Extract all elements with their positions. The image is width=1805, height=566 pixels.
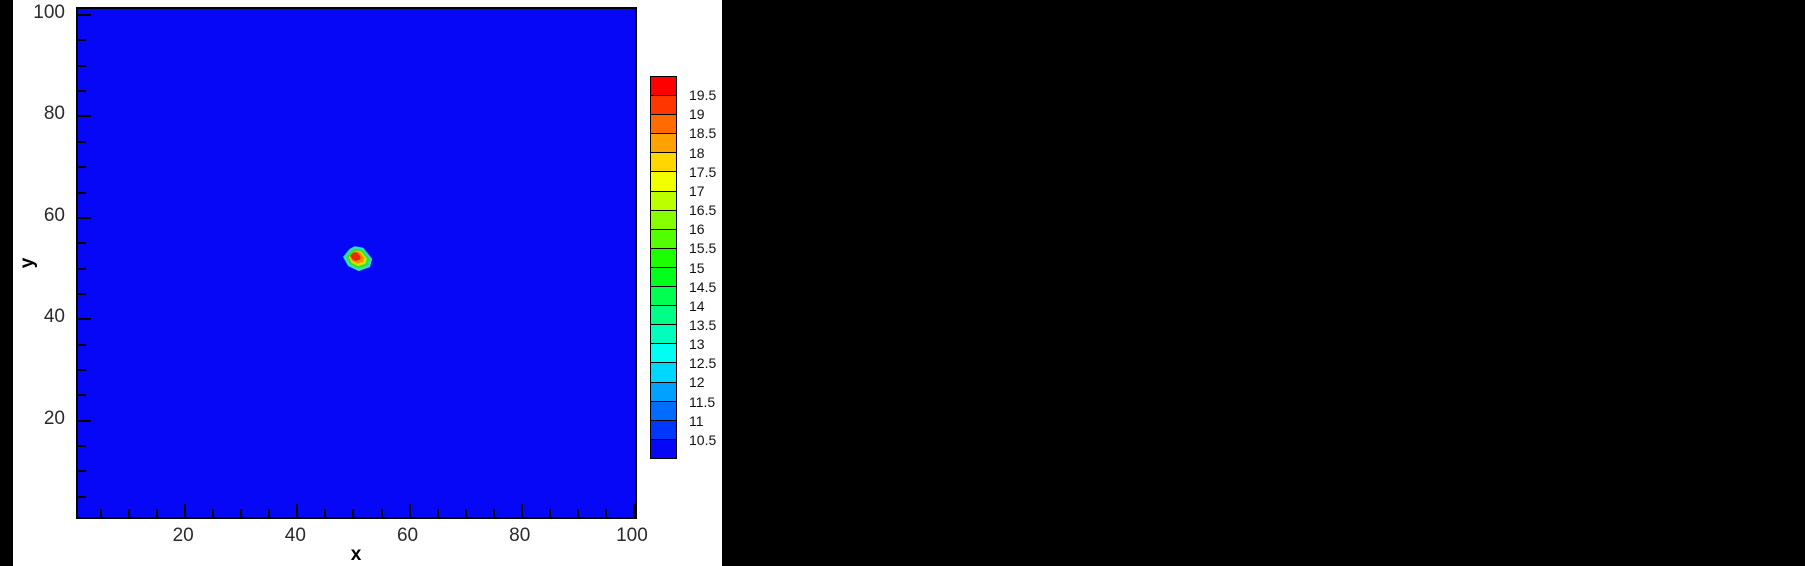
colorbar-tick-label: 12 — [689, 374, 705, 391]
colorbar-color-block — [651, 229, 676, 249]
y-axis-minor-tick — [78, 470, 86, 473]
colorbar-tick-label: 14.5 — [689, 278, 717, 295]
y-tick-label: 100 — [33, 2, 65, 24]
colorbar-color-block — [651, 134, 676, 154]
colorbar-tick-label: 11.5 — [689, 393, 716, 410]
contour-hotspot — [343, 246, 373, 272]
x-axis-major-tick — [296, 504, 299, 517]
y-axis-major-tick — [78, 115, 91, 118]
x-axis-major-tick — [632, 504, 635, 517]
y-axis-minor-tick — [78, 166, 86, 169]
colorbar-color-block — [651, 115, 676, 135]
colorbar-tick-label: 16.5 — [689, 202, 717, 219]
colorbar-color-block — [651, 401, 676, 421]
y-axis-major-tick — [78, 216, 91, 219]
colorbar-tick-label: 15.5 — [689, 240, 717, 257]
x-axis-minor-tick — [576, 509, 579, 517]
colorbar-color-block — [651, 287, 676, 307]
colorbar-color-block — [651, 439, 676, 458]
x-axis-minor-tick — [380, 509, 383, 517]
x-tick-label: 80 — [509, 525, 531, 546]
colorbar-tick-label: 15 — [689, 259, 705, 276]
colorbar-tick-label: 14 — [689, 297, 705, 314]
y-tick-label: 40 — [43, 306, 65, 328]
x-axis-minor-tick — [100, 509, 102, 517]
colorbar-tick-label: 19 — [689, 106, 705, 123]
x-axis-minor-tick — [128, 509, 131, 517]
colorbar-color-block — [651, 248, 676, 268]
y-axis-major-tick — [78, 318, 91, 321]
y-axis-minor-tick — [78, 64, 86, 67]
y-axis-minor-tick — [78, 394, 86, 397]
colorbar-color-block — [651, 96, 676, 116]
x-axis-major-tick — [184, 504, 187, 517]
y-axis-minor-tick — [78, 444, 86, 447]
colorbar-color-block — [651, 210, 676, 230]
colorbar-color-block — [651, 153, 676, 173]
colorbar-color-block — [651, 77, 676, 97]
colorbar-tick-label: 13.5 — [689, 316, 717, 333]
colorbar — [650, 76, 677, 459]
x-axis-minor-tick — [492, 509, 495, 517]
colorbar-color-block — [651, 420, 676, 440]
y-axis-minor-tick — [78, 140, 86, 143]
y-axis-major-tick — [78, 419, 91, 422]
y-tick-label: 20 — [43, 407, 65, 429]
hotspot-contour-ring — [350, 252, 361, 262]
colorbar-color-block — [651, 325, 676, 345]
colorbar-color-block — [651, 306, 676, 326]
colorbar-tick-label: 11 — [689, 412, 704, 429]
y-axis-minor-tick — [78, 267, 86, 270]
x-tick-label: 20 — [172, 525, 194, 546]
x-axis-major-tick — [520, 504, 523, 517]
colorbar-tick-label: 16 — [689, 221, 705, 238]
x-axis-minor-tick — [464, 509, 467, 517]
x-axis-minor-tick — [436, 509, 439, 517]
colorbar-tick-label: 19.5 — [689, 87, 717, 104]
x-axis-minor-tick — [548, 509, 551, 517]
colorbar-color-block — [651, 267, 676, 288]
colorbar-tick-label: 17 — [689, 182, 705, 199]
y-axis-minor-tick — [78, 242, 86, 245]
y-axis-minor-tick — [78, 191, 86, 194]
plot-area — [76, 7, 637, 519]
colorbar-tick-label: 18 — [689, 144, 705, 161]
x-axis-minor-tick — [604, 509, 607, 517]
colorbar-tick-label: 12.5 — [689, 355, 717, 372]
y-axis-minor-tick — [78, 39, 86, 42]
colorbar-tick-label: 10.5 — [689, 431, 717, 448]
y-axis-minor-tick — [78, 495, 86, 498]
colorbar-color-block — [651, 382, 676, 402]
y-tick-label: 60 — [43, 204, 65, 226]
y-axis-major-tick — [78, 14, 91, 17]
x-axis-major-tick — [408, 504, 411, 517]
y-axis-minor-tick — [78, 343, 86, 346]
x-tick-label: 100 — [616, 525, 648, 546]
colorbar-color-block — [651, 344, 676, 364]
y-axis-label: y — [17, 257, 38, 269]
y-axis-minor-tick — [78, 368, 86, 371]
x-tick-label: 60 — [396, 525, 419, 546]
x-axis-minor-tick — [268, 509, 271, 517]
y-tick-label: 80 — [43, 103, 65, 125]
colorbar-color-block — [651, 172, 676, 192]
x-axis-minor-tick — [156, 509, 159, 517]
x-axis-label: x — [350, 544, 362, 565]
colorbar-tick-label: 18.5 — [689, 125, 717, 142]
x-axis-minor-tick — [212, 509, 215, 517]
y-axis-minor-tick — [78, 292, 86, 295]
colorbar-tick-label: 13 — [689, 336, 705, 353]
x-tick-label: 40 — [284, 525, 306, 546]
x-axis-minor-tick — [240, 509, 243, 517]
colorbar-color-block — [651, 191, 676, 211]
colorbar-tick-label: 17.5 — [689, 163, 717, 180]
y-axis-minor-tick — [78, 90, 86, 93]
plot-canvas: x y 20 20 40 40 60 60 80 80 100 100 19.5 19 18.5 18 17… — [13, 0, 722, 566]
x-axis-minor-tick — [352, 509, 355, 517]
x-axis-minor-tick — [324, 509, 327, 517]
colorbar-color-block — [651, 363, 676, 383]
